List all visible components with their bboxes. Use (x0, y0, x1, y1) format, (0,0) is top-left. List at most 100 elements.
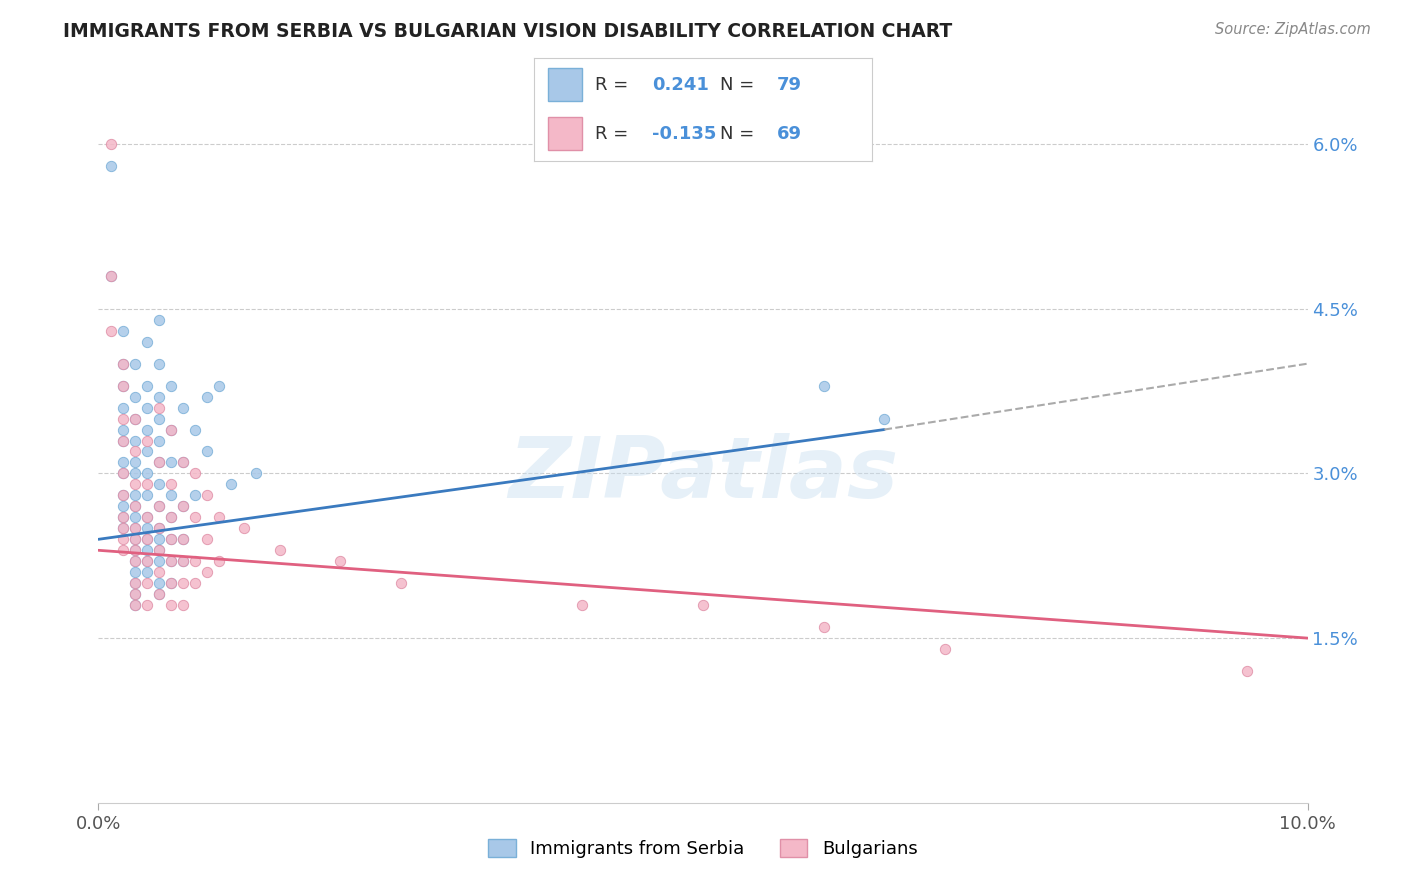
Point (813, 378, 835, 392)
Text: ZIPatlas: ZIPatlas (508, 433, 898, 516)
Point (813, 620, 835, 634)
Point (100, 159, 122, 173)
Point (124, 543, 146, 558)
Point (160, 455, 183, 469)
Point (111, 455, 134, 469)
Point (195, 566, 218, 580)
Point (269, 543, 291, 558)
Point (160, 510, 183, 524)
Point (148, 566, 170, 580)
Point (172, 598, 194, 612)
Text: -0.135: -0.135 (652, 125, 717, 143)
Point (148, 401, 170, 415)
Point (1236, 664, 1258, 678)
Point (571, 598, 593, 612)
Point (221, 477, 243, 491)
Point (148, 587, 170, 601)
Point (160, 576, 183, 591)
Point (148, 434, 170, 448)
Text: R =: R = (595, 76, 634, 94)
Point (208, 510, 231, 524)
Point (111, 510, 134, 524)
Point (692, 598, 714, 612)
Point (160, 533, 183, 547)
Point (124, 411, 146, 425)
Point (184, 488, 207, 502)
Text: 79: 79 (778, 76, 803, 94)
Point (160, 554, 183, 568)
Point (148, 455, 170, 469)
Point (111, 378, 134, 392)
Point (160, 477, 183, 491)
Point (124, 533, 146, 547)
Point (111, 521, 134, 535)
Point (160, 510, 183, 524)
Point (135, 510, 157, 524)
Point (111, 423, 134, 437)
Point (111, 510, 134, 524)
Text: Source: ZipAtlas.com: Source: ZipAtlas.com (1215, 22, 1371, 37)
Legend: Immigrants from Serbia, Bulgarians: Immigrants from Serbia, Bulgarians (481, 831, 925, 865)
Point (124, 533, 146, 547)
Point (135, 533, 157, 547)
Point (148, 477, 170, 491)
Point (148, 455, 170, 469)
Point (160, 378, 183, 392)
Point (148, 500, 170, 514)
Point (124, 576, 146, 591)
Point (148, 587, 170, 601)
Point (135, 401, 157, 415)
Point (111, 533, 134, 547)
Point (148, 576, 170, 591)
Point (148, 533, 170, 547)
Point (172, 554, 194, 568)
Point (100, 268, 122, 283)
Point (148, 543, 170, 558)
Point (124, 488, 146, 502)
Point (135, 533, 157, 547)
Point (111, 411, 134, 425)
Point (124, 500, 146, 514)
Point (172, 455, 194, 469)
Point (184, 510, 207, 524)
Point (160, 576, 183, 591)
Bar (548, 69, 582, 101)
Point (195, 444, 218, 458)
Point (135, 444, 157, 458)
Point (135, 554, 157, 568)
Point (124, 566, 146, 580)
Point (111, 324, 134, 338)
Point (208, 378, 231, 392)
Point (135, 423, 157, 437)
Point (148, 543, 170, 558)
Point (184, 423, 207, 437)
Point (135, 467, 157, 481)
Point (172, 500, 194, 514)
Point (124, 587, 146, 601)
Point (111, 467, 134, 481)
Point (172, 576, 194, 591)
Point (160, 598, 183, 612)
Point (135, 477, 157, 491)
Point (195, 533, 218, 547)
Point (172, 533, 194, 547)
Text: N =: N = (720, 76, 759, 94)
Point (135, 510, 157, 524)
Point (160, 554, 183, 568)
Point (124, 510, 146, 524)
Text: R =: R = (595, 125, 634, 143)
Point (873, 411, 896, 425)
Point (172, 533, 194, 547)
Point (111, 488, 134, 502)
Point (135, 334, 157, 349)
Point (135, 554, 157, 568)
Point (111, 488, 134, 502)
Point (160, 423, 183, 437)
Point (124, 467, 146, 481)
Point (148, 357, 170, 371)
Point (195, 390, 218, 404)
Point (172, 554, 194, 568)
Point (148, 554, 170, 568)
Bar (548, 118, 582, 150)
Point (148, 521, 170, 535)
